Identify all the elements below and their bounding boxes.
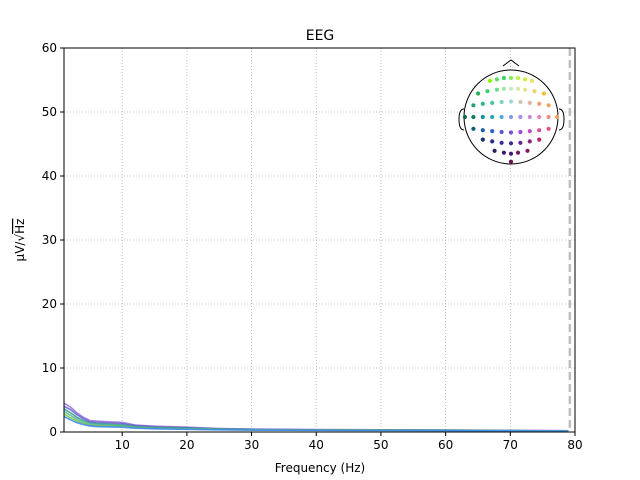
head-left-ear (458, 108, 465, 131)
y-tick-label: 30 (42, 233, 57, 247)
sensor-dot (515, 150, 521, 155)
y-axis-label: μV/√Hz (13, 219, 27, 262)
sensor-dot (501, 86, 506, 91)
sensor-dot (485, 89, 490, 94)
sensor-dot (523, 87, 528, 92)
x-tick-label: 10 (115, 438, 130, 452)
sensor-dot (530, 78, 535, 83)
psd-traces (63, 402, 569, 432)
sensor-dot (480, 114, 485, 120)
sensor-dot (487, 78, 492, 83)
sensor-dot (537, 114, 542, 120)
sensor-dot (508, 75, 514, 81)
sensor-dot (515, 86, 521, 91)
head-right-ear (558, 108, 565, 131)
x-axis-ticks: 10 20 30 40 50 60 70 80 (115, 432, 583, 452)
head-nose (502, 59, 520, 67)
sensor-dot (532, 89, 537, 94)
sensor-dot (518, 129, 523, 135)
x-tick-label: 20 (179, 438, 194, 452)
sensor-dot (515, 75, 521, 81)
sensor-dot (537, 101, 542, 106)
sensor-dot (508, 159, 514, 164)
x-tick-label: 40 (309, 438, 324, 452)
sensor-dot (471, 103, 476, 108)
x-tick-label: 50 (373, 438, 388, 452)
sensor-dot (480, 128, 485, 133)
sensor-dot (546, 103, 551, 108)
sensor-dot (492, 148, 497, 153)
sensor-dot (494, 77, 499, 82)
sensor-dot (525, 148, 530, 153)
sensor-dot (527, 139, 532, 144)
sensor-dot (471, 114, 476, 120)
sensor-dot (499, 114, 504, 120)
sensor-dot (555, 114, 560, 120)
y-tick-label: 60 (42, 41, 57, 55)
sensor-dot (518, 140, 523, 145)
psd-trace-6 (63, 415, 569, 432)
y-tick-label: 10 (42, 361, 57, 375)
x-tick-label: 30 (244, 438, 259, 452)
y-axis-label-prefix: μV/√ (13, 234, 27, 262)
x-tick-label: 80 (567, 438, 582, 452)
y-tick-label: 20 (42, 297, 57, 311)
sensor-dot (508, 130, 514, 135)
sensor-dot (490, 129, 495, 134)
sensor-dot (508, 99, 514, 104)
sensor-layout-inset (458, 59, 565, 165)
x-tick-label: 60 (438, 438, 453, 452)
sensor-dot (527, 114, 532, 120)
sensor-dot (523, 77, 528, 82)
svg-text:μV/√Hz: μV/√Hz (13, 219, 27, 262)
sensor-dot (462, 114, 467, 120)
sensor-dot (518, 99, 523, 105)
sensor-dot (508, 114, 514, 120)
sensor-dot (499, 99, 504, 105)
sensor-dot (499, 140, 504, 145)
y-tick-label: 40 (42, 169, 57, 183)
chart-title: EEG (306, 28, 335, 44)
sensor-dot (508, 151, 514, 156)
sensor-dot (537, 137, 542, 142)
sensor-dot (490, 139, 495, 144)
sensor-dot (494, 87, 499, 92)
sensor-dot (541, 91, 547, 96)
sensor-dot (527, 100, 532, 105)
sensor-dot (527, 129, 532, 134)
sensor-dot (490, 114, 495, 120)
sensor-dot (499, 129, 504, 135)
sensor-dot (546, 114, 551, 120)
y-axis-ticks: 0 10 20 30 40 50 60 (42, 41, 64, 439)
sensor-dot (518, 114, 523, 120)
y-tick-label: 50 (42, 105, 57, 119)
sensor-dot (471, 126, 476, 131)
sensor-dot (537, 128, 542, 133)
sensor-dot (501, 150, 506, 155)
sensor-dot (480, 101, 485, 106)
y-axis-label-unit: Hz (13, 219, 27, 234)
sensor-dot (490, 100, 495, 105)
sensor-dot (480, 137, 485, 142)
y-tick-label: 0 (49, 425, 57, 439)
sensor-dot (546, 126, 551, 131)
sensor-dot (501, 75, 506, 81)
sensor-dots (462, 75, 560, 164)
sensor-dot (476, 91, 481, 96)
x-tick-label: 70 (503, 438, 518, 452)
sensor-dot (508, 86, 514, 91)
x-axis-label: Frequency (Hz) (275, 461, 366, 475)
sensor-dot (508, 141, 514, 146)
